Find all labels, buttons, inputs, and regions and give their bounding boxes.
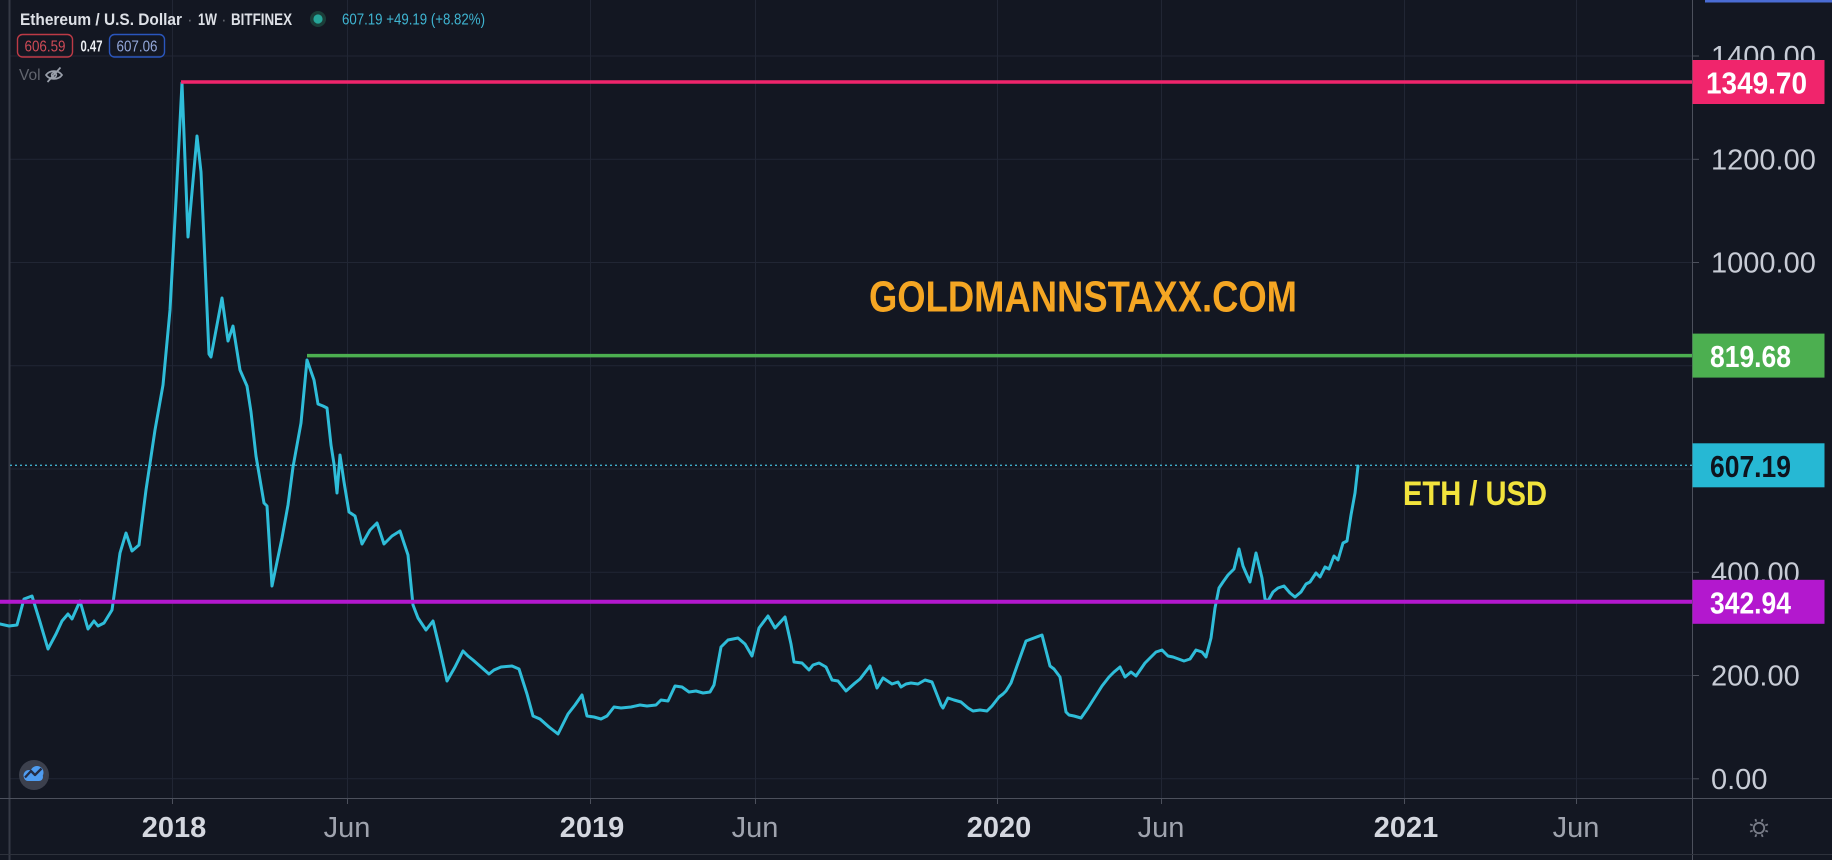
svg-text:·: · <box>187 10 193 29</box>
svg-text:ETH / USD: ETH / USD <box>1403 475 1547 513</box>
svg-text:200.00: 200.00 <box>1711 661 1800 693</box>
svg-text:2019: 2019 <box>560 812 625 844</box>
svg-text:Jun: Jun <box>1138 812 1185 844</box>
svg-text:342.94: 342.94 <box>1710 585 1792 620</box>
svg-text:819.68: 819.68 <box>1710 339 1791 374</box>
svg-text:Ethereum / U.S. Dollar: Ethereum / U.S. Dollar <box>20 10 182 29</box>
svg-text:Vol: Vol <box>19 67 41 84</box>
svg-text:607.19: 607.19 <box>1710 449 1791 484</box>
svg-text:Jun: Jun <box>732 812 779 844</box>
svg-text:GOLDMANNSTAXX.COM: GOLDMANNSTAXX.COM <box>869 273 1297 322</box>
svg-text:0.00: 0.00 <box>1711 764 1767 796</box>
svg-text:607.19 +49.19 (+8.82%): 607.19 +49.19 (+8.82%) <box>342 12 485 29</box>
svg-text:1W: 1W <box>198 10 218 29</box>
svg-text:Jun: Jun <box>324 812 371 844</box>
svg-text:1349.70: 1349.70 <box>1706 66 1807 101</box>
svg-text:606.59: 606.59 <box>25 39 66 56</box>
svg-text:0.47: 0.47 <box>81 39 103 56</box>
svg-text:607.06: 607.06 <box>117 39 158 56</box>
svg-text:·: · <box>221 10 227 29</box>
svg-text:Jun: Jun <box>1553 812 1600 844</box>
svg-text:2018: 2018 <box>142 812 207 844</box>
svg-text:1200.00: 1200.00 <box>1711 144 1816 176</box>
svg-text:BITFINEX: BITFINEX <box>231 10 293 29</box>
svg-text:1000.00: 1000.00 <box>1711 248 1816 280</box>
svg-text:2020: 2020 <box>967 812 1032 844</box>
svg-text:2021: 2021 <box>1374 812 1439 844</box>
